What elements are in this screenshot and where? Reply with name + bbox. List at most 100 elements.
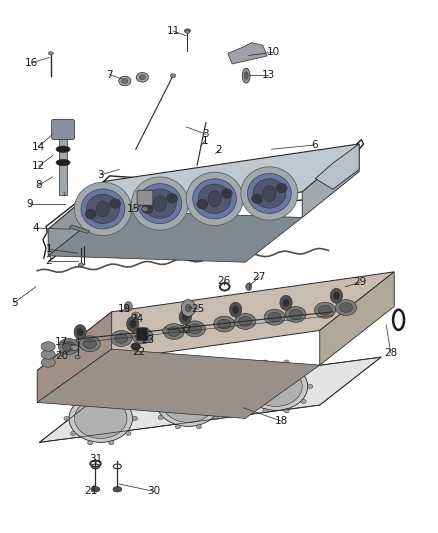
Polygon shape [37,312,112,402]
Text: 26: 26 [218,277,231,286]
Ellipse shape [246,399,251,403]
Ellipse shape [235,313,256,329]
Text: 3: 3 [97,170,104,180]
Ellipse shape [244,72,248,79]
Ellipse shape [318,305,332,315]
Text: 21: 21 [85,487,98,496]
Text: 25: 25 [191,304,205,314]
Circle shape [130,320,136,328]
Ellipse shape [198,184,231,214]
Ellipse shape [88,441,93,445]
Ellipse shape [301,399,306,403]
Ellipse shape [196,376,201,380]
Text: 6: 6 [311,140,318,150]
Circle shape [182,313,188,321]
Text: 22: 22 [133,347,146,357]
Polygon shape [48,144,359,229]
Ellipse shape [79,336,100,352]
Ellipse shape [157,378,220,426]
Ellipse shape [197,199,208,209]
Ellipse shape [138,183,182,224]
Bar [64,192,65,196]
Circle shape [77,328,83,336]
Ellipse shape [336,300,357,316]
Circle shape [185,304,191,312]
Ellipse shape [251,194,263,204]
Text: 7: 7 [106,70,113,79]
Ellipse shape [71,431,76,435]
Ellipse shape [131,343,141,350]
Ellipse shape [132,416,138,421]
Text: 5: 5 [11,298,18,308]
Ellipse shape [83,339,96,349]
FancyBboxPatch shape [136,328,148,341]
Ellipse shape [285,306,306,322]
Ellipse shape [284,360,289,364]
Ellipse shape [126,431,131,435]
Ellipse shape [241,167,298,220]
Ellipse shape [220,400,225,405]
Ellipse shape [122,78,128,84]
Ellipse shape [142,204,153,214]
Ellipse shape [115,334,128,343]
Ellipse shape [143,189,177,219]
Ellipse shape [69,394,132,442]
Text: 4: 4 [32,223,39,233]
Text: 16: 16 [25,58,38,68]
Ellipse shape [136,72,148,82]
Ellipse shape [132,312,140,318]
Text: 29: 29 [353,278,367,287]
Ellipse shape [162,328,169,333]
Ellipse shape [109,392,114,396]
Ellipse shape [301,369,306,374]
Ellipse shape [166,193,178,203]
Ellipse shape [339,303,353,312]
Ellipse shape [134,313,138,317]
Ellipse shape [81,189,125,229]
Polygon shape [69,225,90,233]
Text: 18: 18 [275,416,288,426]
Ellipse shape [268,312,281,322]
Ellipse shape [152,400,157,405]
Text: 2: 2 [215,146,223,155]
Ellipse shape [91,487,100,492]
Polygon shape [37,272,394,370]
Ellipse shape [175,425,180,429]
Ellipse shape [158,415,163,419]
Ellipse shape [139,75,145,80]
Text: 23: 23 [141,335,155,345]
Circle shape [208,191,221,207]
Ellipse shape [239,317,252,326]
Ellipse shape [218,319,231,329]
Ellipse shape [264,309,285,325]
Ellipse shape [58,338,79,354]
Ellipse shape [110,199,120,208]
Polygon shape [39,357,381,442]
Ellipse shape [71,401,76,406]
Polygon shape [48,211,302,262]
Ellipse shape [214,316,235,332]
Circle shape [124,302,132,311]
Ellipse shape [136,331,149,341]
Ellipse shape [253,179,286,208]
Circle shape [280,295,292,310]
Ellipse shape [113,487,122,492]
Ellipse shape [213,385,219,390]
FancyBboxPatch shape [52,119,74,140]
Ellipse shape [307,384,313,389]
Ellipse shape [119,76,131,86]
Ellipse shape [56,146,70,152]
Text: 14: 14 [32,142,45,151]
Circle shape [230,302,242,317]
Polygon shape [320,272,394,365]
Text: 15: 15 [127,204,140,214]
Text: 8: 8 [35,181,42,190]
Polygon shape [48,181,105,256]
Ellipse shape [75,355,80,359]
Circle shape [246,283,252,290]
Text: 2: 2 [46,256,53,266]
Ellipse shape [247,173,291,213]
Ellipse shape [71,345,78,351]
Circle shape [233,306,239,313]
Ellipse shape [284,409,289,413]
